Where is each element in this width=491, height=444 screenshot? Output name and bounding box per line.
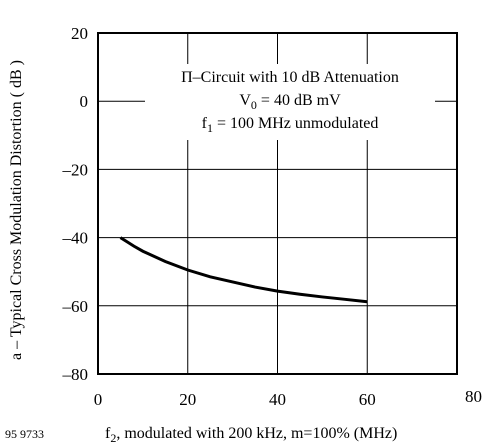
annotation: Π–Circuit with 10 dB Attenuation V0 = 40… bbox=[145, 64, 435, 140]
y-tick-label-4: –60 bbox=[62, 297, 89, 316]
x-tick-label-0: 0 bbox=[94, 390, 103, 409]
annotation-line-3-sub: 1 bbox=[207, 121, 213, 135]
x-tick-label-2: 40 bbox=[269, 390, 286, 409]
annotation-line-3-main: f bbox=[202, 115, 208, 132]
y-tick-label-5: –80 bbox=[62, 365, 89, 384]
x-axis-label-rest: , modulated with 200 kHz, m=100% (MHz) bbox=[116, 425, 397, 442]
x-axis-label-main: f bbox=[105, 425, 111, 442]
y-tick-label-2: –20 bbox=[62, 160, 89, 179]
x-tick-labels: 0 20 40 60 80 bbox=[94, 387, 482, 409]
annotation-line-2-rest: = 40 dB mV bbox=[257, 92, 341, 109]
y-tick-label-0: 20 bbox=[71, 24, 88, 43]
y-axis-label: a – Typical Cross Modulation Distortion … bbox=[8, 60, 25, 360]
annotation-line-3-rest: = 100 MHz unmodulated bbox=[213, 115, 378, 132]
figure-id: 95 9733 bbox=[5, 427, 44, 441]
annotation-line-2: V0 = 40 dB mV bbox=[239, 92, 341, 112]
x-axis-label-sub: 2 bbox=[110, 431, 116, 444]
annotation-line-2-sub: 0 bbox=[251, 98, 257, 112]
annotation-line-1: Π–Circuit with 10 dB Attenuation bbox=[181, 69, 399, 86]
x-tick-label-1: 20 bbox=[179, 390, 196, 409]
annotation-background bbox=[145, 64, 435, 140]
annotation-line-2-main: V bbox=[239, 92, 251, 109]
series-line bbox=[119, 236, 368, 304]
x-tick-label-4: 80 bbox=[465, 387, 482, 406]
y-tick-label-3: –40 bbox=[62, 229, 89, 248]
x-tick-label-3: 60 bbox=[359, 390, 376, 409]
plot-frame bbox=[97, 32, 458, 375]
annotation-line-3: f1 = 100 MHz unmodulated bbox=[202, 115, 379, 135]
x-axis-label: f2, modulated with 200 kHz, m=100% (MHz) bbox=[105, 425, 397, 444]
y-tick-labels: 20 0 –20 –40 –60 –80 bbox=[62, 24, 89, 384]
y-tick-label-1: 0 bbox=[80, 92, 89, 111]
